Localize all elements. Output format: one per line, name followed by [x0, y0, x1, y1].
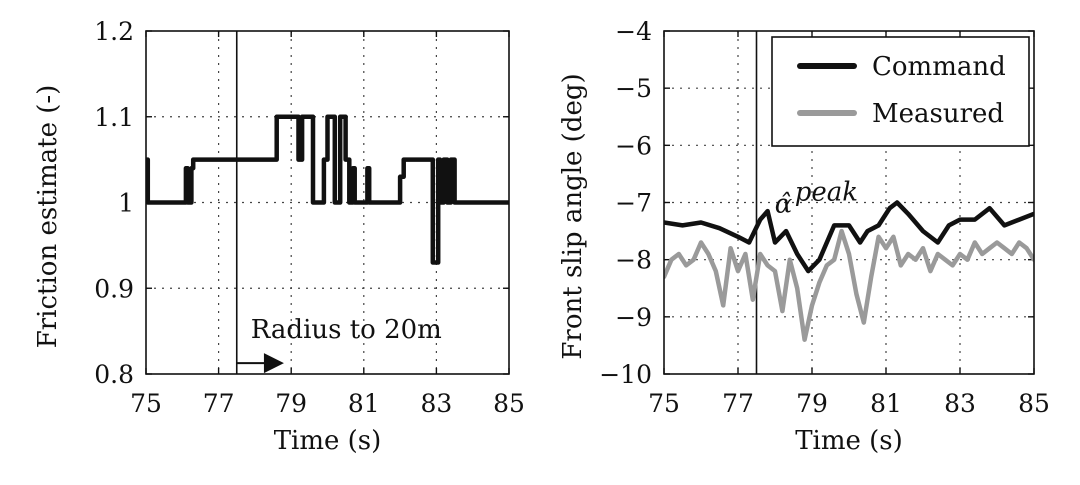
friction-panel: 75 77 79 81 83 85 0.8 0.9 1 1.1 1.2 Time (s) Frictio…	[33, 17, 525, 456]
y-tick-label: −6	[615, 131, 652, 160]
y-tick-label: −8	[615, 246, 652, 275]
x-tick-label: 83	[420, 389, 452, 418]
measured-series-line	[664, 228, 1034, 342]
x-tick-label: 79	[275, 389, 307, 418]
y-tick-label: −4	[615, 17, 652, 46]
y-tick-label: 1.1	[94, 103, 134, 132]
x-tick-label: 85	[493, 389, 525, 418]
plot-frame	[145, 30, 510, 375]
y-tick-label: 0.8	[94, 360, 134, 389]
friction-estimate-series-line	[146, 114, 509, 265]
x-tick-label: 77	[722, 389, 754, 418]
x-tick-label: 75	[648, 389, 680, 418]
x-tick-label: 85	[1018, 389, 1050, 418]
command-series-line	[664, 200, 1034, 274]
plot-frame	[663, 30, 1035, 375]
y-tick-label: −10	[599, 360, 652, 389]
y-tick-label: 0.9	[94, 274, 134, 303]
x-tick-label: 77	[203, 389, 235, 418]
slip-angle-panel: 75 77 79 81 83 85 −10 −9 −8 −7 −6 −5 −4 Time (s) Front…	[558, 17, 1050, 456]
peak-annotation-superscript: peak	[795, 178, 858, 208]
y-tick-label: 1	[118, 189, 134, 218]
legend-label-measured: Measured	[872, 99, 1004, 129]
y-tick-label: 1.2	[94, 17, 134, 46]
peak-annotation-symbol: α̂	[775, 190, 793, 220]
legend: Command Measured	[771, 36, 1030, 147]
x-tick-label: 81	[870, 389, 902, 418]
y-tick-label: −5	[615, 74, 652, 103]
x-tick-label: 83	[944, 389, 976, 418]
y-tick-label: −7	[615, 189, 652, 218]
x-axis-title: Time (s)	[274, 426, 382, 456]
annotation-arrow-head	[263, 353, 284, 374]
x-axis-title: Time (s)	[795, 426, 903, 456]
x-tick-label: 79	[796, 389, 828, 418]
series-group	[664, 200, 1034, 342]
y-tick-label: −9	[615, 303, 652, 332]
legend-label-command: Command	[872, 52, 1006, 82]
series-group	[146, 114, 509, 265]
x-tick-label: 75	[130, 389, 162, 418]
annotation-label: Radius to 20m	[251, 315, 442, 345]
y-axis-title: Front slip angle (deg)	[558, 73, 588, 359]
x-tick-label: 81	[348, 389, 380, 418]
y-axis-title: Friction estimate (-)	[33, 85, 63, 349]
legend-box	[771, 36, 1030, 147]
